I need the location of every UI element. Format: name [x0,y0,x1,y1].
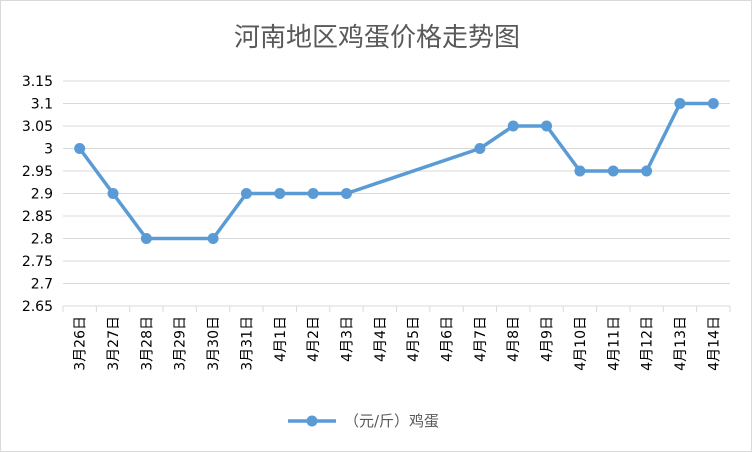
data-point [574,165,586,177]
data-point [474,143,486,154]
x-axis-ticks: 3月26日 3月27日 3月28日 3月29日 3月30日 3月31日 4月1日 4月2日 4月… [73,316,723,371]
legend-marker-swatch [306,415,318,427]
x-tick-label: 3月26日 [73,316,89,371]
x-tick-label: 4月1日 [273,316,289,362]
y-tick-label: 3.1 [31,97,53,113]
y-tick-label: 3.15 [22,74,53,90]
x-tick-label: 3月27日 [106,316,122,371]
data-point [74,143,86,154]
legend: （元/斤）鸡蛋 [288,412,439,430]
data-point [641,165,653,177]
x-tick-label: 4月3日 [339,316,355,362]
data-point [240,188,252,199]
y-axis-ticks: 3.15 3.1 3.05 3 2.95 2.9 2.85 2.8 2.75 2.7 2.65 [22,74,53,315]
data-point [274,188,286,199]
x-tick-label: 4月5日 [406,316,422,362]
y-tick-label: 2.65 [22,299,53,315]
y-tick-label: 2.95 [22,164,53,180]
x-tick-label: 4月4日 [373,316,389,362]
x-tick-label: 3月28日 [139,316,155,371]
x-tick-label: 4月9日 [540,316,556,362]
x-tick-label: 4月11日 [606,316,622,371]
x-tick-label: 4月2日 [306,316,322,362]
data-point [140,233,152,244]
y-tick-label: 3.05 [22,119,53,135]
data-point [541,120,553,132]
chart-title: 河南地区鸡蛋价格走势图 [234,23,520,53]
data-point [107,188,119,199]
data-point [207,233,219,244]
y-tick-label: 2.9 [31,187,53,203]
x-tick-label: 4月6日 [440,316,456,362]
series-line [77,101,716,241]
data-point [674,98,686,109]
x-tick-label: 4月8日 [506,316,522,362]
x-tick-label: 3月30日 [206,316,222,371]
y-tick-label: 2.7 [31,277,53,293]
y-tick-label: 2.75 [22,254,53,270]
x-tick-label: 4月13日 [673,316,689,371]
y-tick-label: 2.85 [22,209,53,225]
data-point [340,188,352,199]
gridlines [63,80,730,307]
x-tick-label: 4月7日 [473,316,489,362]
series-group [74,98,719,244]
x-tick-label: 3月29日 [173,316,189,371]
x-axis [62,305,731,312]
data-point [507,120,519,132]
data-point [307,188,319,199]
x-tick-label: 4月10日 [573,316,589,371]
x-tick-label: 4月12日 [640,316,656,371]
y-tick-label: 2.8 [31,232,53,248]
y-tick-label: 3 [44,142,53,158]
x-tick-label: 4月14日 [706,316,722,371]
legend-label: （元/斤）鸡蛋 [344,412,439,430]
data-point [607,165,619,177]
data-point [707,98,719,109]
x-tick-label: 3月31日 [239,316,255,371]
